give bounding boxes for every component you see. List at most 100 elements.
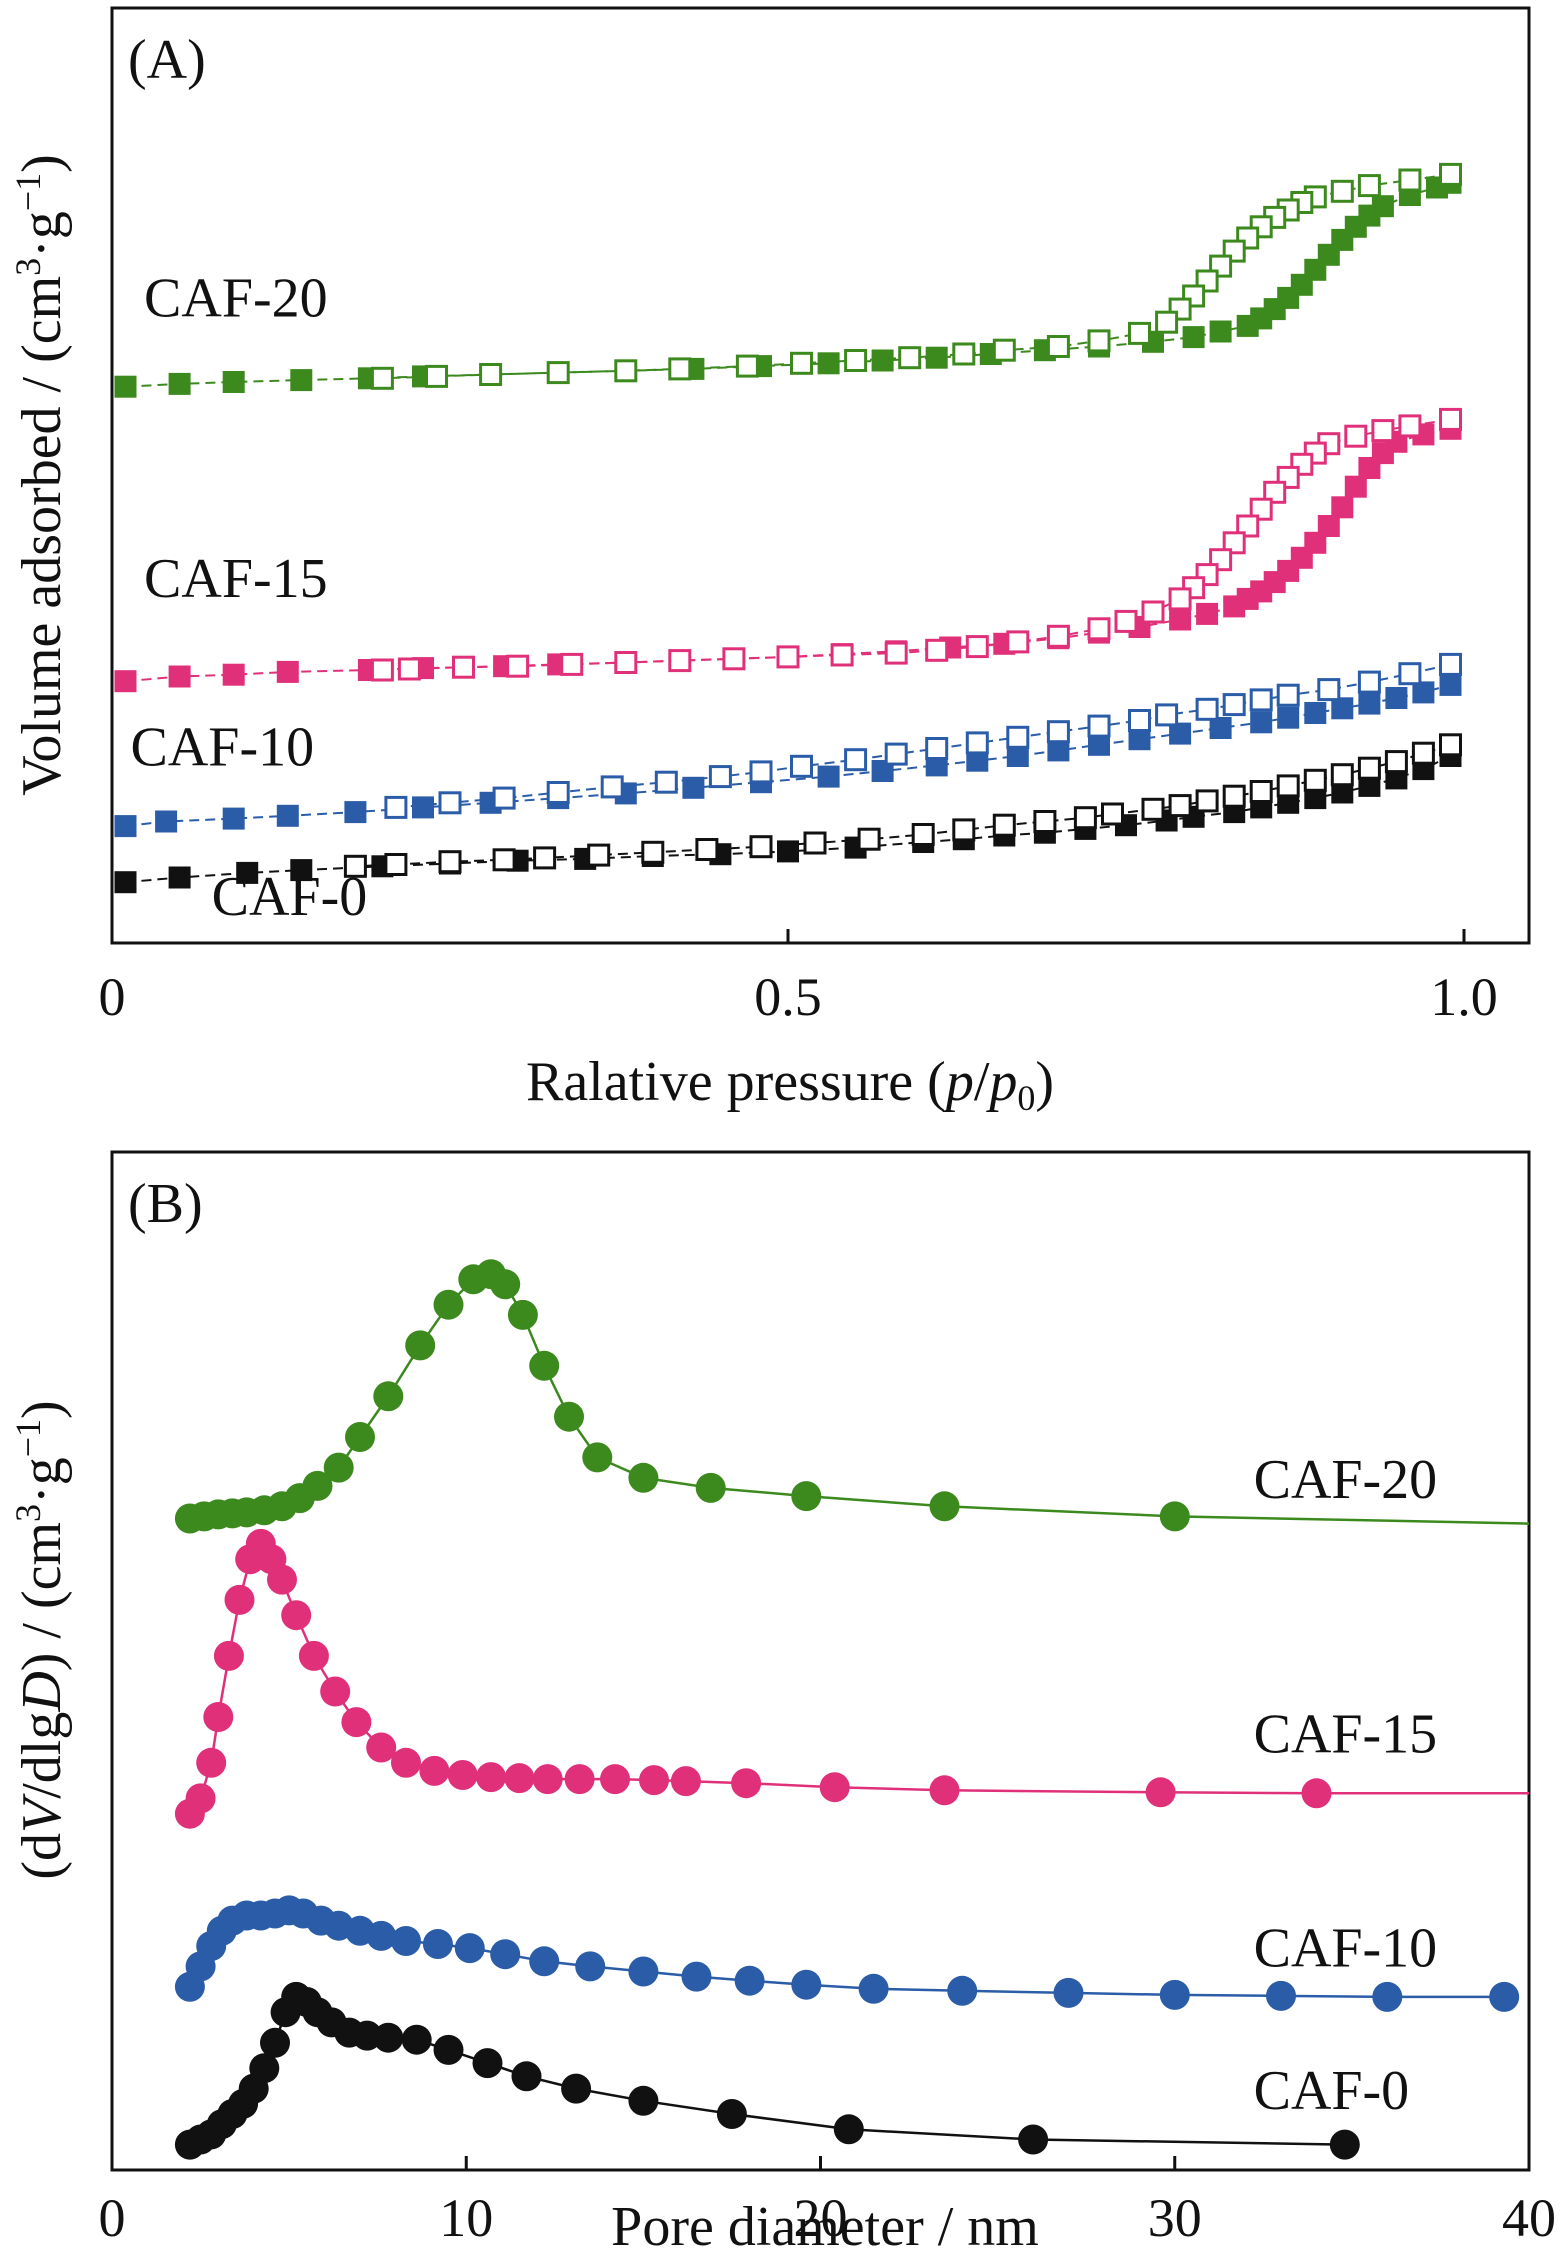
- desorption-point: [452, 655, 475, 679]
- desorption-point: [668, 357, 692, 381]
- desorption-point: [749, 835, 773, 859]
- desorption-point: [708, 765, 732, 789]
- desorption-point: [803, 831, 827, 855]
- adsorption-point: [1169, 608, 1192, 631]
- desorption-point: [1439, 733, 1462, 757]
- series-point: [791, 1481, 822, 1512]
- desorption-point: [546, 781, 570, 804]
- desorption-point: [438, 850, 462, 874]
- series-point: [507, 1299, 538, 1330]
- desorption-point: [965, 635, 989, 659]
- panel-b-series: CAF-0 CAF-10 CAF-15 CAF-20: [174, 1259, 1530, 2160]
- adsorption-point: [344, 801, 367, 824]
- desorption-point: [343, 854, 367, 878]
- desorption-point: [1439, 162, 1462, 186]
- panel-a-series-caf-0: CAF-0: [114, 733, 1462, 928]
- panel-b-x-tick-label: 10: [439, 2188, 493, 2248]
- desorption-point: [1276, 774, 1300, 798]
- panel-b-series-label: CAF-15: [1254, 1704, 1438, 1766]
- series-point: [1489, 1981, 1520, 2012]
- series-point: [298, 1640, 329, 1671]
- series-point: [529, 1946, 560, 1977]
- desorption-point: [952, 342, 976, 366]
- series-point: [345, 1422, 375, 1452]
- desorption-point: [776, 645, 800, 669]
- desorption-point: [1303, 768, 1327, 792]
- panel-a-series-caf-10: CAF-10: [114, 652, 1462, 838]
- panel-a-x-axis-label: Ralative pressure (p/p0): [526, 1051, 1054, 1118]
- series-point: [1018, 2124, 1049, 2155]
- panel-b-series-caf-10: CAF-10: [174, 1895, 1520, 2012]
- panel-b-series-caf-15: CAF-15: [174, 1528, 1529, 1829]
- series-point: [267, 1564, 297, 1595]
- panel-b-series-caf-0: CAF-0: [174, 1981, 1409, 2160]
- desorption-point: [1087, 617, 1111, 641]
- series-point: [731, 1768, 762, 1799]
- series-point: [734, 1965, 765, 1996]
- series-point: [422, 1929, 453, 1959]
- desorption-point: [1128, 709, 1151, 732]
- adsorption-point: [1304, 702, 1327, 724]
- desorption-point: [1006, 725, 1030, 749]
- series-point: [249, 2053, 280, 2084]
- desorption-point: [830, 643, 854, 667]
- adsorption-point: [168, 372, 191, 395]
- desorption-point: [614, 651, 638, 674]
- panel-a-series: CAF-0 CAF-10 CAF-15 CAF-20: [114, 162, 1462, 928]
- desorption-point: [952, 818, 976, 842]
- desorption-point: [1222, 693, 1246, 717]
- panel-a-isotherms: (A) 0 0.5 1.0 CAF-0 CAF-10 CAF-15 CAF-20 Rala…: [8, 6, 1531, 1118]
- desorption-point: [965, 731, 989, 755]
- desorption-point: [1155, 703, 1179, 727]
- series-point: [681, 1961, 712, 1992]
- desorption-point: [1128, 321, 1151, 345]
- series-point: [929, 1491, 960, 1522]
- desorption-point: [1168, 587, 1192, 611]
- adsorption-point: [1317, 515, 1340, 537]
- series-point: [302, 1470, 333, 1501]
- desorption-point: [749, 760, 773, 784]
- series-point: [582, 1442, 613, 1473]
- adsorption-point: [155, 810, 178, 833]
- adsorption-point: [412, 796, 434, 819]
- adsorption-point: [1344, 475, 1367, 498]
- desorption-point: [722, 647, 746, 671]
- series-point: [858, 1973, 889, 2004]
- desorption-point: [911, 823, 935, 846]
- desorption-point: [992, 338, 1016, 362]
- adsorption-point: [1439, 673, 1462, 696]
- desorption-point: [1249, 497, 1273, 521]
- series-point: [433, 1289, 464, 1320]
- series-point: [320, 1676, 351, 1707]
- desorption-point: [1101, 802, 1124, 826]
- desorption-point: [1222, 784, 1246, 808]
- adsorption-point: [114, 871, 137, 894]
- series-point: [628, 1956, 659, 1987]
- series-point: [366, 1920, 397, 1951]
- desorption-point: [1371, 419, 1395, 443]
- desorption-point: [1439, 407, 1462, 431]
- desorption-point: [1222, 531, 1246, 555]
- series-point: [929, 1775, 960, 1806]
- desorption-point: [925, 737, 949, 760]
- desorption-point: [1087, 329, 1111, 353]
- panel-a-x-tick-label: 0: [99, 967, 126, 1027]
- adsorption-point: [1047, 739, 1070, 762]
- panel-b-x-tick-label: 20: [794, 2188, 848, 2248]
- desorption-point: [1087, 714, 1111, 738]
- series-point: [433, 2034, 464, 2065]
- desorption-point: [1398, 414, 1422, 438]
- series-point: [224, 1584, 255, 1615]
- desorption-point: [1411, 741, 1435, 765]
- series-point: [575, 1951, 606, 1982]
- desorption-point: [1155, 310, 1179, 334]
- desorption-point: [600, 775, 624, 799]
- adsorption-point: [1250, 711, 1273, 734]
- desorption-point: [614, 359, 638, 383]
- desorption-point: [992, 813, 1016, 837]
- adsorption-point: [1304, 531, 1327, 554]
- series-point: [1159, 1501, 1190, 1532]
- adsorption-line: [125, 181, 1451, 388]
- desorption-point: [925, 638, 949, 662]
